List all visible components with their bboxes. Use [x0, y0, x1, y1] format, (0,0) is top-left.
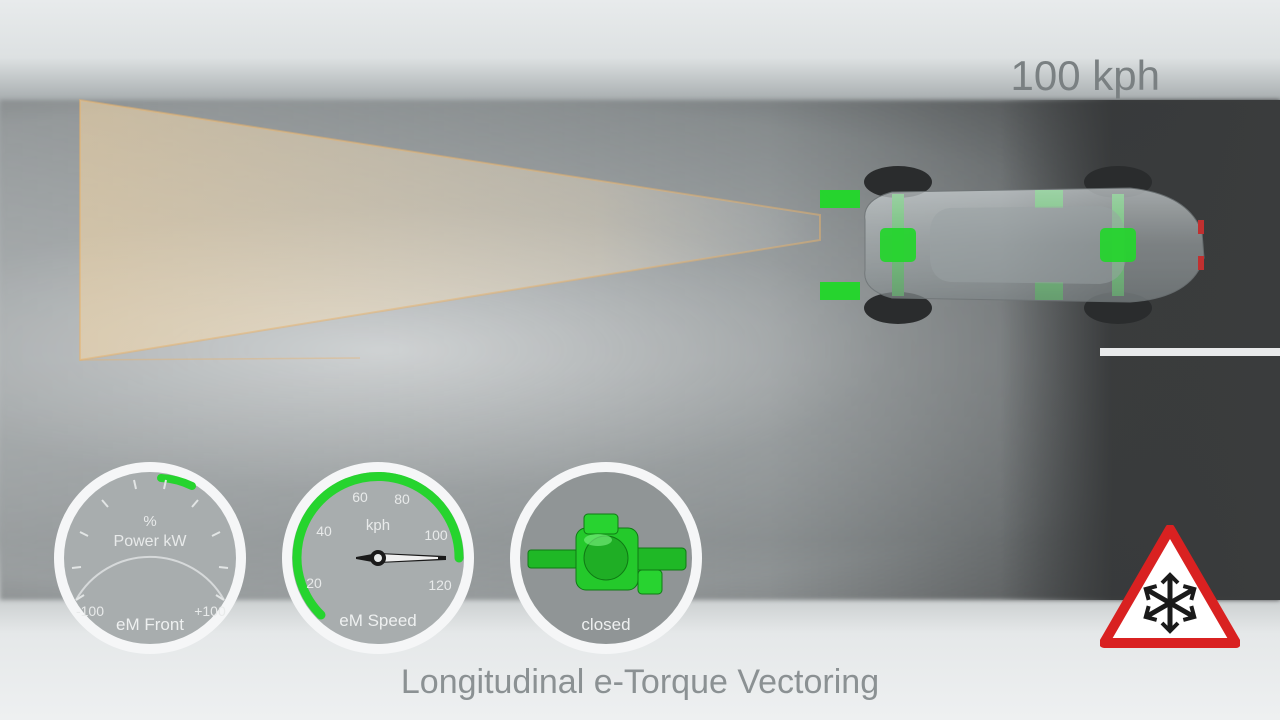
gauge-power: % Power kW -100 +100 eM Front [50, 458, 250, 658]
gauge-power-label: eM Front [116, 615, 184, 634]
car-cabin [930, 206, 1126, 284]
gauge-power-pct: % [143, 513, 156, 530]
taillight-r [1198, 220, 1204, 234]
lane-marker [1100, 348, 1280, 356]
gauge-power-min: -100 [76, 603, 104, 619]
speed-tick-120: 120 [428, 577, 452, 593]
torque-arrow-rl [820, 282, 860, 300]
gauge-clutch-label: closed [581, 615, 630, 634]
speed-tick-80: 80 [394, 491, 410, 507]
speed-tick-60: 60 [352, 489, 368, 505]
car-top-view [820, 150, 1210, 340]
speed-readout: 100 kph [1011, 52, 1160, 100]
front-motor [880, 228, 916, 262]
gauge-speed-unit: kph [366, 517, 390, 534]
rear-motor [1100, 228, 1136, 262]
gauge-speed-label: eM Speed [339, 611, 417, 630]
gauge-power-title: Power kW [114, 533, 188, 550]
gauge-clutch: closed [506, 458, 706, 658]
gauge-power-max: +100 [194, 603, 226, 619]
taillight-l [1198, 256, 1204, 270]
caption: Longitudinal e-Torque Vectoring [0, 663, 1280, 702]
gauge-row: % Power kW -100 +100 eM Front 20 40 60 8… [50, 458, 706, 658]
speed-tick-20: 20 [306, 575, 322, 591]
ice-warning-sign [1100, 525, 1240, 650]
speed-tick-100: 100 [424, 527, 448, 543]
gauge-speed: 20 40 60 80 100 120 kph eM Speed [278, 458, 478, 658]
speed-tick-40: 40 [316, 523, 332, 539]
